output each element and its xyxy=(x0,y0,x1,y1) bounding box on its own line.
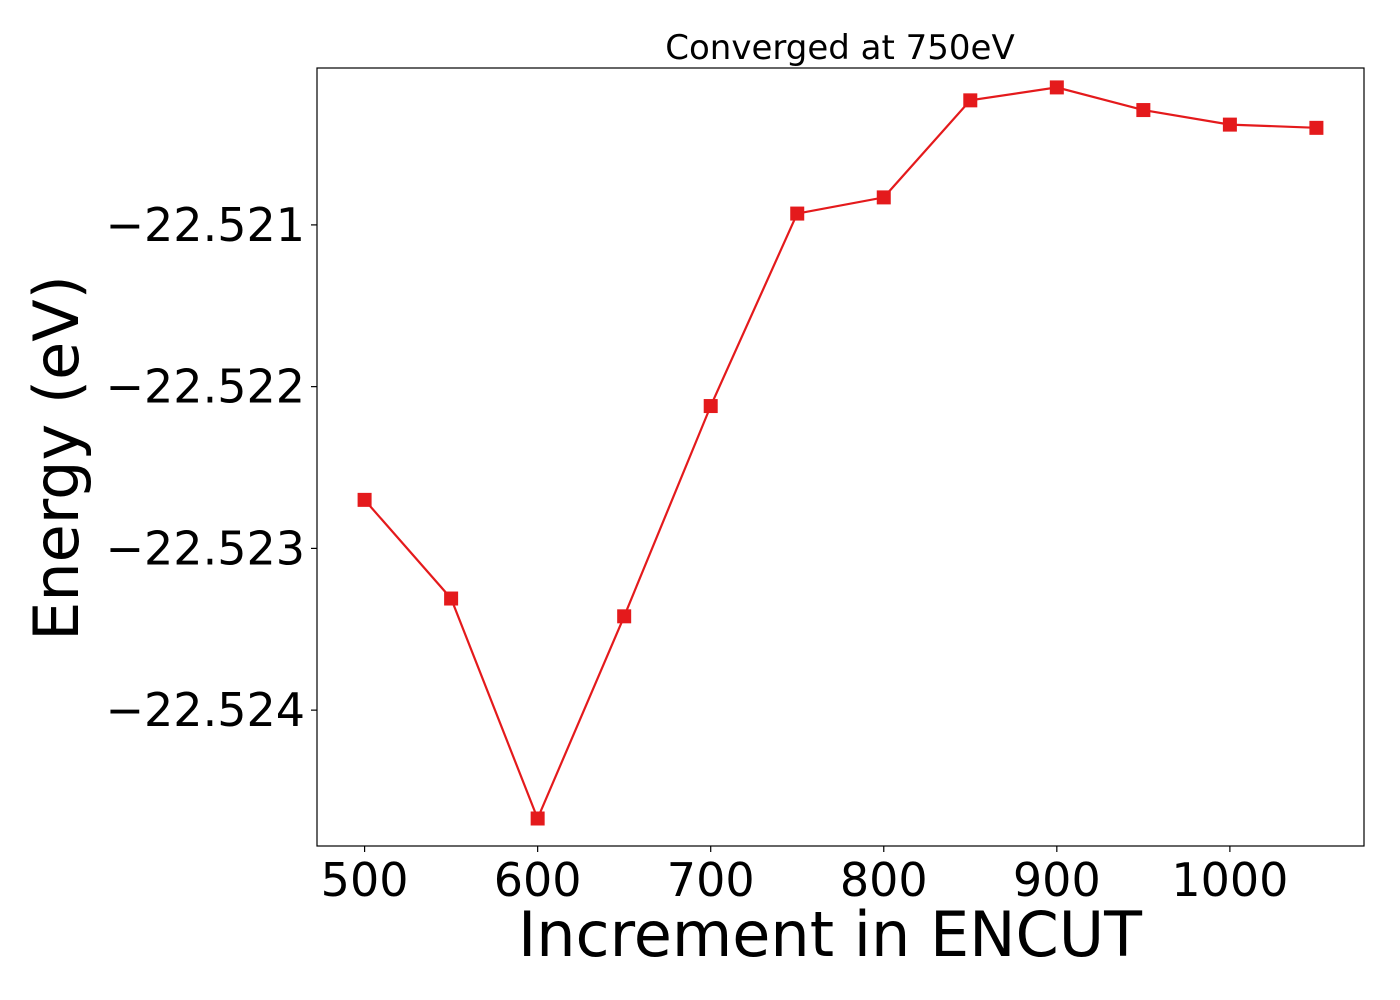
data-point-marker xyxy=(1309,120,1324,135)
data-point-marker xyxy=(530,811,545,826)
chart-title: Converged at 750eV xyxy=(665,28,1014,68)
y-tick-label: −22.524 xyxy=(106,683,306,737)
y-axis-label: Energy (eV) xyxy=(20,275,93,641)
x-tick-label: 900 xyxy=(1013,853,1101,907)
x-tick-label: 1000 xyxy=(1171,853,1288,907)
x-tick-label: 600 xyxy=(494,853,582,907)
series-line xyxy=(363,86,1317,822)
data-point-marker xyxy=(703,399,718,414)
x-axis-label: Increment in ENCUT xyxy=(518,898,1143,971)
data-point-marker xyxy=(876,190,891,205)
plot-area xyxy=(316,67,1365,847)
y-tick-label: −22.523 xyxy=(106,521,306,575)
data-point-marker xyxy=(1222,117,1237,132)
x-tick-label: 800 xyxy=(840,853,928,907)
data-point-marker xyxy=(617,609,632,624)
x-axis: 500 600 700 800 900 1000 xyxy=(321,846,1288,907)
data-point-marker xyxy=(444,591,459,606)
y-tick-label: −22.521 xyxy=(106,198,306,252)
data-point-marker xyxy=(1049,80,1064,95)
data-point-marker xyxy=(1136,103,1151,118)
data-point-marker xyxy=(963,93,978,108)
y-axis: −22.521 −22.522 −22.523 −22.524 xyxy=(106,198,317,737)
x-tick-label: 500 xyxy=(321,853,409,907)
y-tick-label: −22.522 xyxy=(106,360,306,414)
x-tick-label: 700 xyxy=(667,853,755,907)
series-layer xyxy=(357,80,1324,826)
data-point-marker xyxy=(357,492,372,507)
data-point-marker xyxy=(790,206,805,221)
